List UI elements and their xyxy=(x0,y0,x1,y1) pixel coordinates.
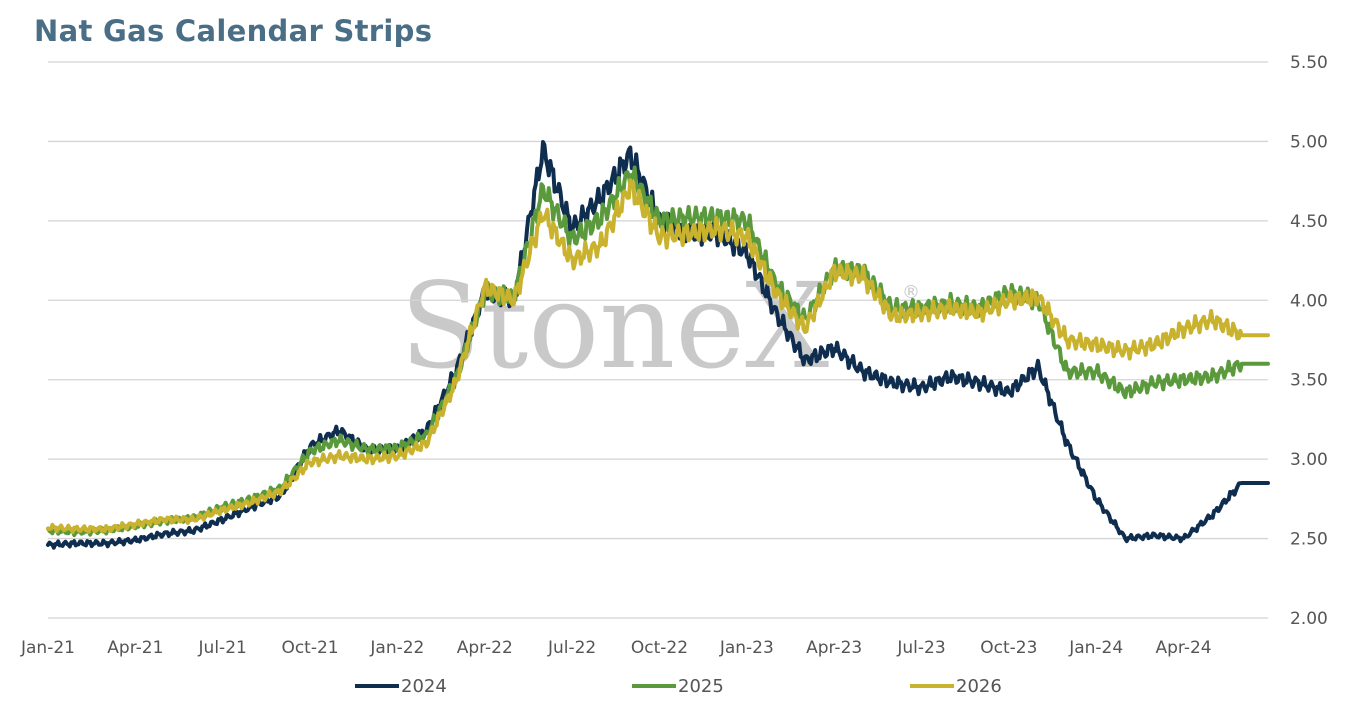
x-tick-label: Jan-24 xyxy=(1068,638,1123,658)
y-axis-ticks: 5.50 5.00 4.50 4.00 3.50 3.00 2.50 2.00 xyxy=(1290,53,1328,629)
y-tick-label: 4.00 xyxy=(1290,291,1328,311)
x-tick-label: Jan-21 xyxy=(20,638,75,658)
x-tick-label: Apr-21 xyxy=(107,638,163,658)
legend-label-2025: 2025 xyxy=(678,676,724,697)
x-tick-label: Apr-24 xyxy=(1156,638,1212,658)
x-tick-label: Jan-23 xyxy=(719,638,774,658)
y-tick-label: 2.00 xyxy=(1290,609,1328,629)
y-tick-label: 4.50 xyxy=(1290,212,1328,232)
x-tick-label: Jul-22 xyxy=(547,638,596,658)
y-tick-label: 5.50 xyxy=(1290,53,1328,73)
series-line-2026 xyxy=(46,178,1270,534)
x-tick-label: Oct-21 xyxy=(281,638,338,658)
y-tick-label: 3.50 xyxy=(1290,371,1328,391)
x-axis-ticks: Jan-21 Apr-21 Jul-21 Oct-21 Jan-22 Apr-22 Jul-… xyxy=(20,638,1212,658)
x-tick-label: Jan-22 xyxy=(369,638,424,658)
legend: 2024 2025 2026 xyxy=(355,676,1002,697)
x-tick-label: Jul-23 xyxy=(896,638,945,658)
legend-label-2024: 2024 xyxy=(401,676,447,697)
y-tick-label: 3.00 xyxy=(1290,450,1328,470)
x-tick-label: Apr-23 xyxy=(806,638,862,658)
y-tick-label: 5.00 xyxy=(1290,132,1328,152)
legend-label-2026: 2026 xyxy=(956,676,1002,697)
y-tick-label: 2.50 xyxy=(1290,530,1328,550)
series-line-2024 xyxy=(46,140,1270,550)
x-tick-label: Oct-22 xyxy=(631,638,688,658)
watermark-registered-mark: ® xyxy=(902,282,920,303)
chart-title: Nat Gas Calendar Strips xyxy=(34,14,433,48)
x-tick-label: Oct-23 xyxy=(980,638,1037,658)
series-lines xyxy=(46,140,1270,550)
x-tick-label: Apr-22 xyxy=(457,638,513,658)
x-tick-label: Jul-21 xyxy=(198,638,247,658)
